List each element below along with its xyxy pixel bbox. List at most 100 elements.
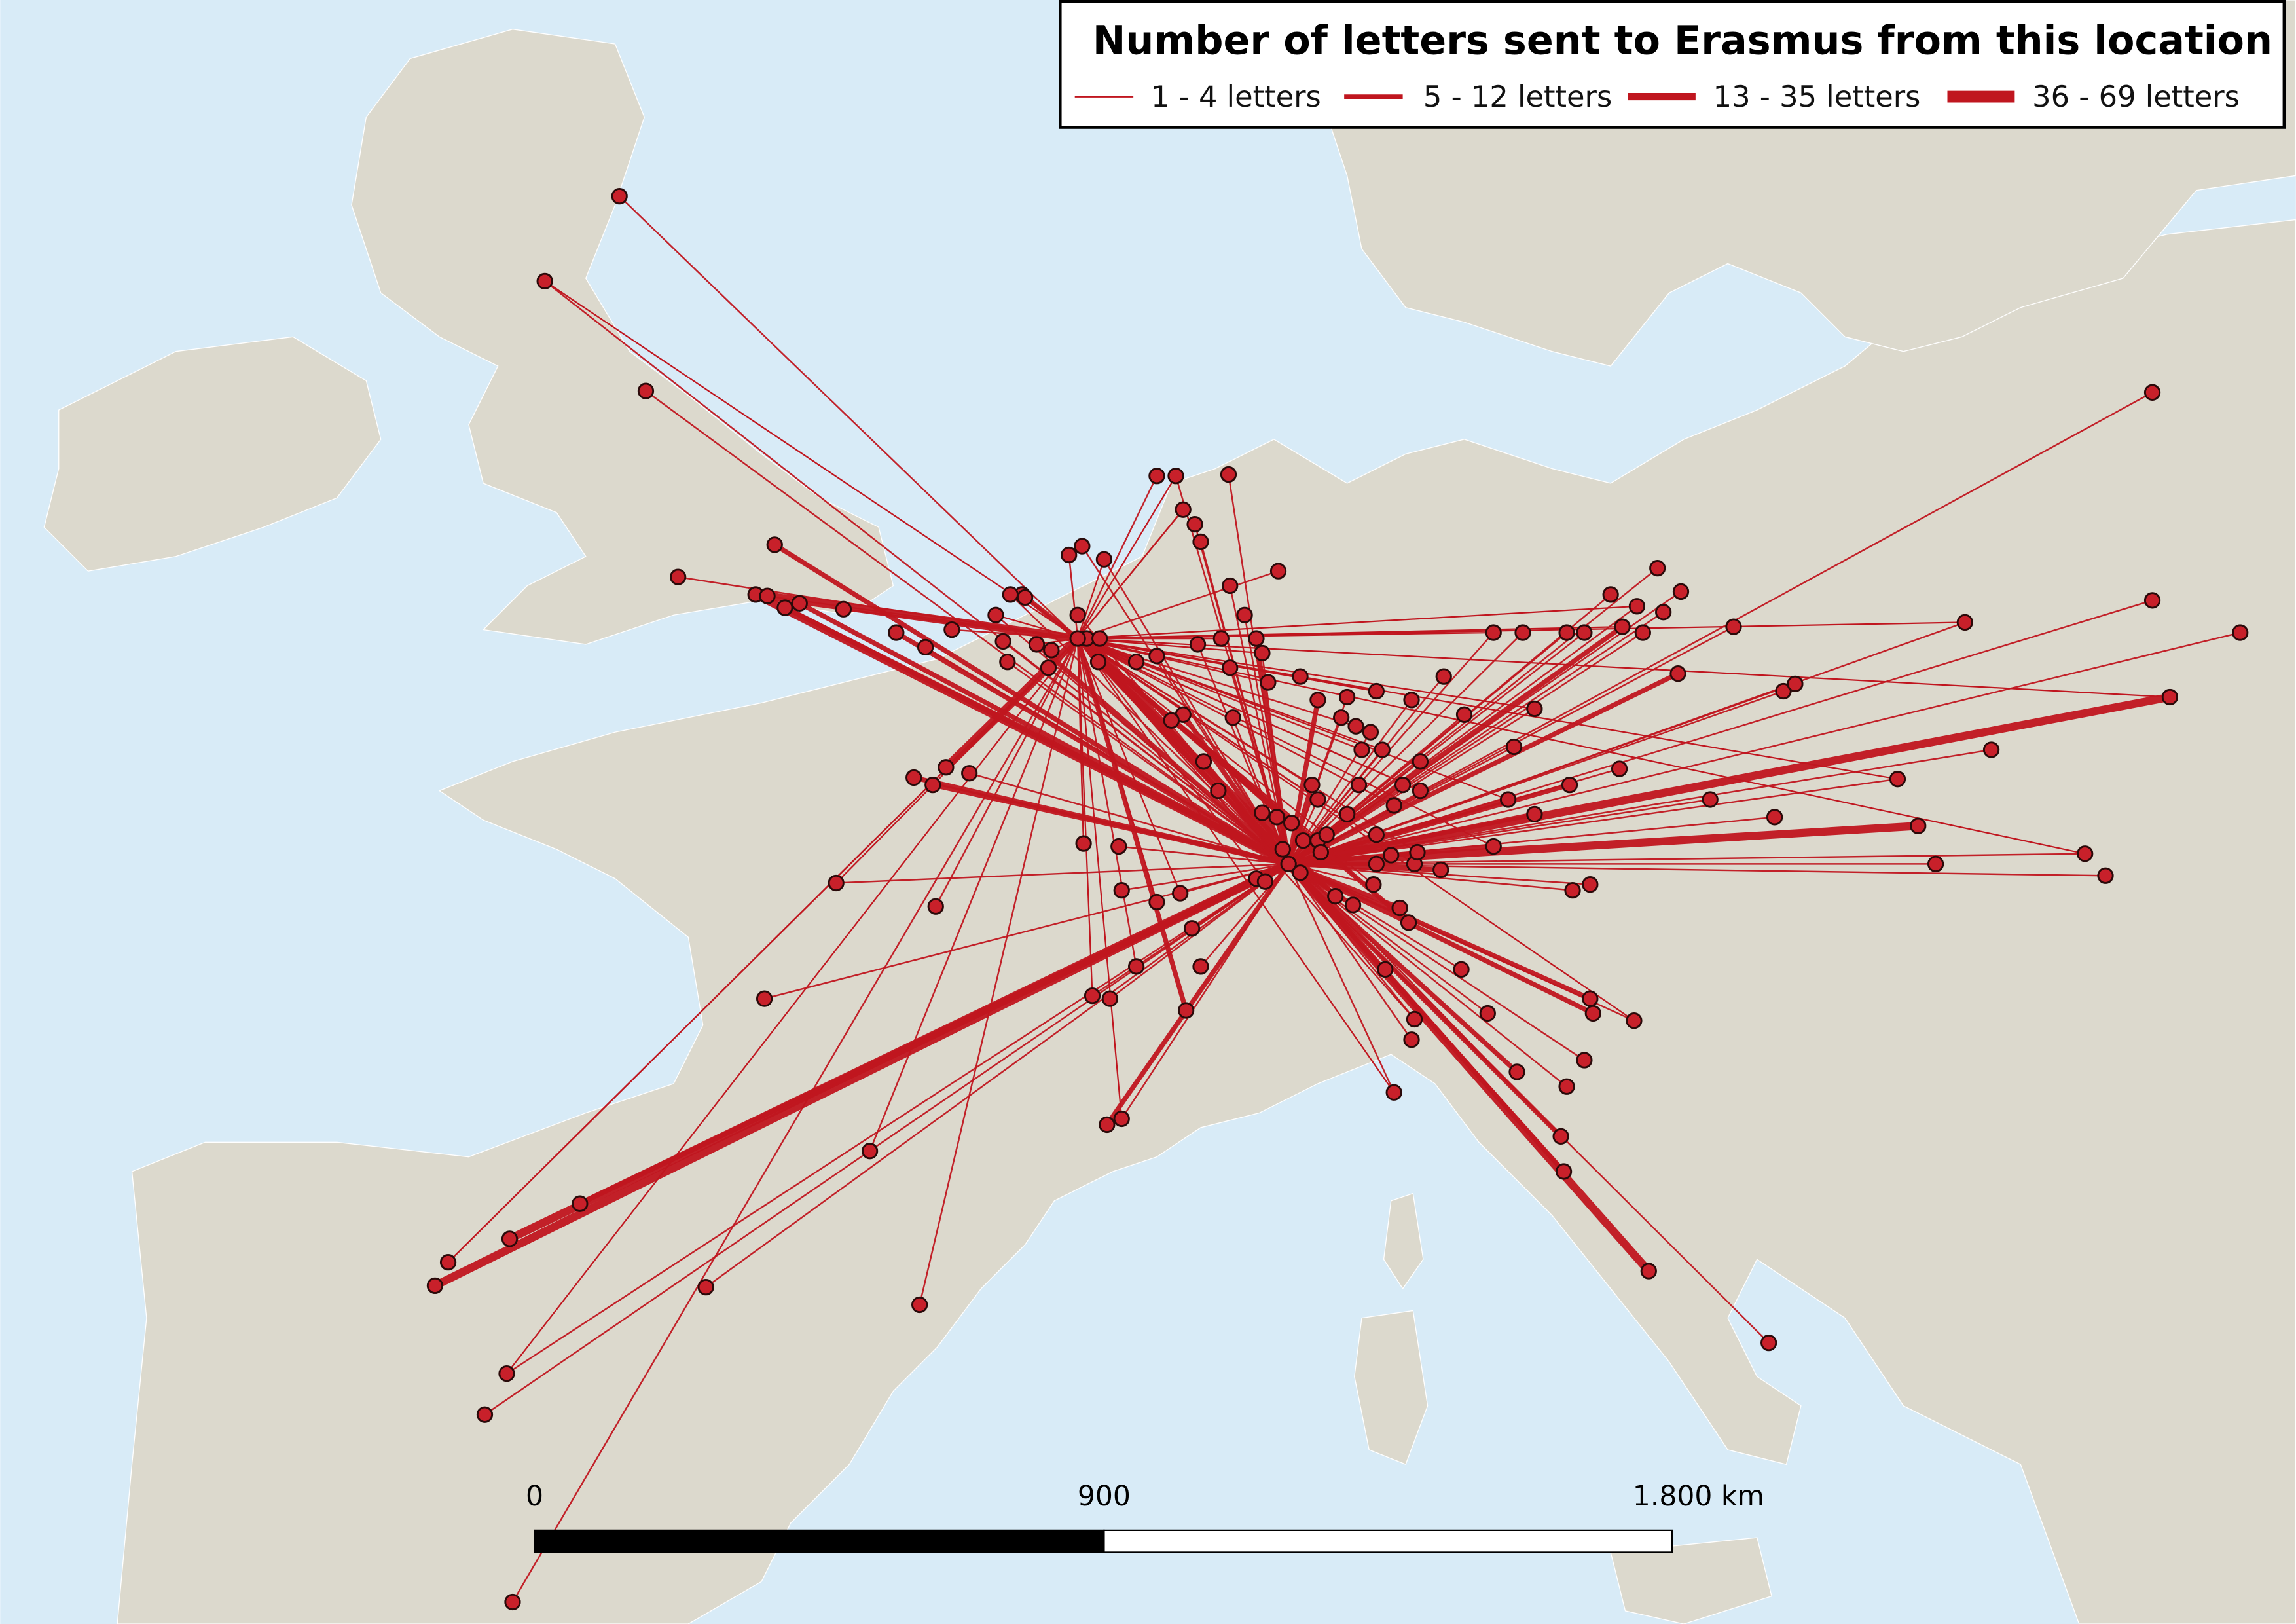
place-marker bbox=[1333, 709, 1350, 726]
flow-line bbox=[1077, 475, 1176, 639]
flow-line bbox=[484, 863, 1289, 1416]
place-marker bbox=[1889, 771, 1906, 788]
place-marker bbox=[1254, 804, 1271, 821]
letter-flows bbox=[433, 195, 2241, 1603]
place-marker bbox=[1787, 675, 1804, 692]
place-marker bbox=[1222, 659, 1239, 676]
place-marker bbox=[1353, 741, 1370, 758]
flow-line bbox=[924, 646, 1289, 865]
place-marker bbox=[938, 759, 955, 776]
place-marker bbox=[476, 1406, 494, 1423]
place-marker bbox=[766, 536, 783, 553]
place-marker bbox=[1626, 1012, 1643, 1029]
flow-line bbox=[1077, 638, 1635, 1022]
corsica bbox=[1383, 1192, 1424, 1290]
scale-label: 900 bbox=[1078, 1481, 1131, 1513]
place-marker bbox=[1222, 577, 1239, 595]
place-marker bbox=[1183, 920, 1201, 937]
flow-line bbox=[1288, 863, 1573, 891]
place-marker bbox=[1982, 741, 2000, 758]
place-marker bbox=[1368, 855, 1385, 873]
scale-bar: 0 900 1.800 km bbox=[526, 1481, 1764, 1553]
place-marker bbox=[2077, 845, 2094, 862]
flow-line bbox=[1288, 392, 2153, 865]
flow-line bbox=[1077, 637, 1357, 728]
flow-line bbox=[1288, 863, 1413, 1041]
flow-line bbox=[1077, 638, 1561, 1137]
place-marker bbox=[2097, 867, 2114, 884]
place-marker bbox=[1403, 1031, 1420, 1048]
flow-line bbox=[995, 614, 1078, 640]
place-marker bbox=[1292, 668, 1309, 685]
legend-box bbox=[1059, 0, 2286, 129]
place-marker bbox=[1043, 642, 1060, 659]
place-marker bbox=[1269, 563, 1287, 580]
place-marker bbox=[1224, 709, 1241, 726]
place-marker bbox=[1485, 624, 1502, 641]
flow-line bbox=[506, 638, 1079, 1375]
place-marker bbox=[1505, 738, 1523, 756]
place-marker bbox=[1210, 782, 1227, 800]
place-marker bbox=[1368, 826, 1385, 843]
place-marker bbox=[1514, 624, 1531, 641]
place-marker bbox=[1582, 990, 1599, 1007]
place-marker bbox=[1672, 583, 1690, 600]
place-marker bbox=[1274, 841, 1291, 858]
place-marker bbox=[1280, 855, 1297, 873]
place-marker bbox=[498, 1365, 515, 1382]
place-marker bbox=[1163, 712, 1180, 729]
place-marker bbox=[1576, 1052, 1593, 1069]
scale-label: 0 bbox=[526, 1481, 543, 1513]
place-marker bbox=[1377, 961, 1394, 978]
place-marker bbox=[1344, 896, 1362, 913]
place-marker bbox=[791, 595, 808, 612]
flow-line bbox=[1285, 861, 1652, 1274]
flow-line bbox=[1077, 559, 1105, 639]
place-marker bbox=[1409, 843, 1426, 861]
place-marker bbox=[999, 654, 1016, 671]
place-marker bbox=[905, 769, 922, 786]
great-britain bbox=[351, 29, 894, 645]
place-marker bbox=[1394, 776, 1412, 794]
place-marker bbox=[426, 1277, 444, 1295]
place-marker bbox=[1186, 515, 1203, 533]
place-marker bbox=[1175, 501, 1192, 518]
place-marker bbox=[1412, 753, 1429, 770]
place-marker bbox=[1614, 618, 1631, 635]
place-marker bbox=[1602, 586, 1619, 603]
flow-line bbox=[1077, 638, 1494, 847]
flow-line bbox=[1201, 760, 1291, 866]
flow-line bbox=[1077, 637, 1362, 751]
place-marker bbox=[1775, 682, 1792, 700]
flow-line bbox=[798, 601, 1290, 866]
place-marker bbox=[756, 990, 773, 1007]
place-marker bbox=[1248, 630, 1265, 647]
place-marker bbox=[1338, 688, 1356, 706]
place-marker bbox=[987, 606, 1004, 623]
place-marker bbox=[2161, 688, 2179, 706]
flow-line bbox=[1077, 638, 1266, 882]
place-marker bbox=[1385, 1084, 1402, 1101]
flow-line bbox=[1288, 631, 2241, 865]
flow-line bbox=[619, 195, 1079, 639]
place-marker bbox=[943, 621, 960, 638]
place-marker bbox=[1576, 624, 1593, 641]
legend-label: 5 - 12 letters bbox=[1423, 79, 1612, 114]
ireland bbox=[43, 336, 382, 572]
place-marker bbox=[1455, 706, 1473, 723]
place-marker bbox=[1561, 776, 1578, 794]
place-marker bbox=[911, 1296, 928, 1314]
flow-line bbox=[935, 638, 1079, 907]
flow-line bbox=[1077, 475, 1158, 639]
flow-line bbox=[1077, 637, 1898, 780]
place-marker bbox=[1127, 958, 1145, 975]
place-marker bbox=[1075, 835, 1092, 852]
flow-line bbox=[1288, 863, 1395, 1093]
legend-label: 1 - 4 letters bbox=[1151, 79, 1321, 114]
place-marker bbox=[1558, 624, 1575, 641]
flow-line bbox=[764, 863, 1289, 1000]
place-marker bbox=[1350, 776, 1368, 794]
flow-line bbox=[1104, 862, 1291, 1126]
place-marker bbox=[1212, 630, 1230, 647]
place-marker bbox=[1040, 659, 1057, 676]
